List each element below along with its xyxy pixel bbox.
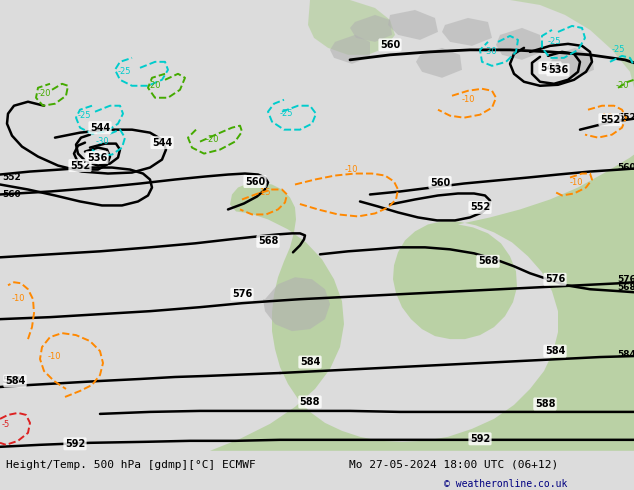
Text: 552: 552 (470, 202, 490, 213)
Text: -15: -15 (258, 189, 271, 197)
Text: -5: -5 (2, 420, 10, 429)
Text: 568: 568 (617, 283, 634, 292)
Text: Mo 27-05-2024 18:00 UTC (06+12): Mo 27-05-2024 18:00 UTC (06+12) (349, 460, 558, 469)
Polygon shape (496, 28, 542, 60)
Text: 592: 592 (65, 439, 85, 449)
Text: 576: 576 (232, 289, 252, 299)
Polygon shape (350, 15, 392, 42)
Text: 560: 560 (380, 40, 400, 50)
Polygon shape (210, 154, 634, 451)
Text: 560: 560 (430, 177, 450, 188)
Text: 560: 560 (245, 176, 265, 187)
Polygon shape (550, 48, 594, 78)
Text: 536: 536 (87, 152, 107, 163)
Polygon shape (388, 10, 438, 40)
Text: 552: 552 (2, 173, 21, 182)
Text: 544: 544 (152, 138, 172, 147)
Text: 560: 560 (617, 163, 634, 172)
Text: -20: -20 (206, 135, 219, 144)
Text: -25: -25 (612, 45, 626, 54)
Text: 584: 584 (617, 349, 634, 359)
Text: 584: 584 (2, 376, 21, 386)
Text: -10: -10 (12, 294, 25, 303)
Polygon shape (416, 48, 462, 78)
Text: -10: -10 (570, 177, 583, 187)
Polygon shape (480, 0, 634, 88)
Text: 552: 552 (617, 113, 634, 122)
Text: 568: 568 (258, 236, 278, 246)
Text: -10: -10 (345, 165, 358, 173)
Text: 584: 584 (5, 376, 25, 386)
Text: -25: -25 (280, 109, 294, 118)
Text: 552: 552 (600, 115, 620, 124)
Text: © weatheronline.co.uk: © weatheronline.co.uk (444, 479, 567, 489)
Text: -10: -10 (462, 95, 476, 104)
Text: 560: 560 (2, 190, 21, 199)
Text: Height/Temp. 500 hPa [gdmp][°C] ECMWF: Height/Temp. 500 hPa [gdmp][°C] ECMWF (6, 460, 256, 469)
Text: 588: 588 (534, 399, 555, 409)
Text: -30: -30 (484, 47, 498, 56)
Text: 588: 588 (300, 397, 320, 407)
Polygon shape (330, 35, 370, 64)
Polygon shape (308, 0, 395, 55)
Text: -25: -25 (78, 111, 91, 120)
Text: -20: -20 (148, 81, 162, 90)
Text: -20: -20 (616, 81, 630, 90)
Text: 544: 544 (90, 122, 110, 133)
Text: -25: -25 (118, 67, 131, 76)
Polygon shape (442, 18, 492, 46)
Text: -10: -10 (48, 352, 61, 361)
Polygon shape (263, 277, 330, 331)
Text: 592: 592 (470, 434, 490, 444)
Text: -30: -30 (96, 137, 110, 146)
Text: 552: 552 (70, 161, 90, 171)
Text: 568: 568 (478, 256, 498, 266)
Text: -10: -10 (600, 113, 614, 122)
Text: 576: 576 (545, 274, 565, 284)
Text: -20: -20 (38, 89, 51, 98)
Text: 584: 584 (545, 346, 565, 356)
Text: -25: -25 (548, 37, 562, 46)
Text: 584: 584 (300, 357, 320, 367)
Text: 536: 536 (548, 65, 568, 75)
Text: 544: 544 (540, 63, 560, 73)
Text: 576: 576 (617, 275, 634, 284)
